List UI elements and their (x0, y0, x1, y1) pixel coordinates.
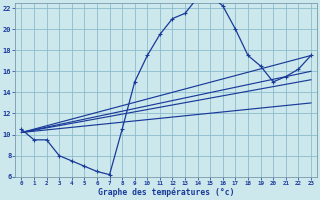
X-axis label: Graphe des températures (°c): Graphe des températures (°c) (98, 188, 235, 197)
